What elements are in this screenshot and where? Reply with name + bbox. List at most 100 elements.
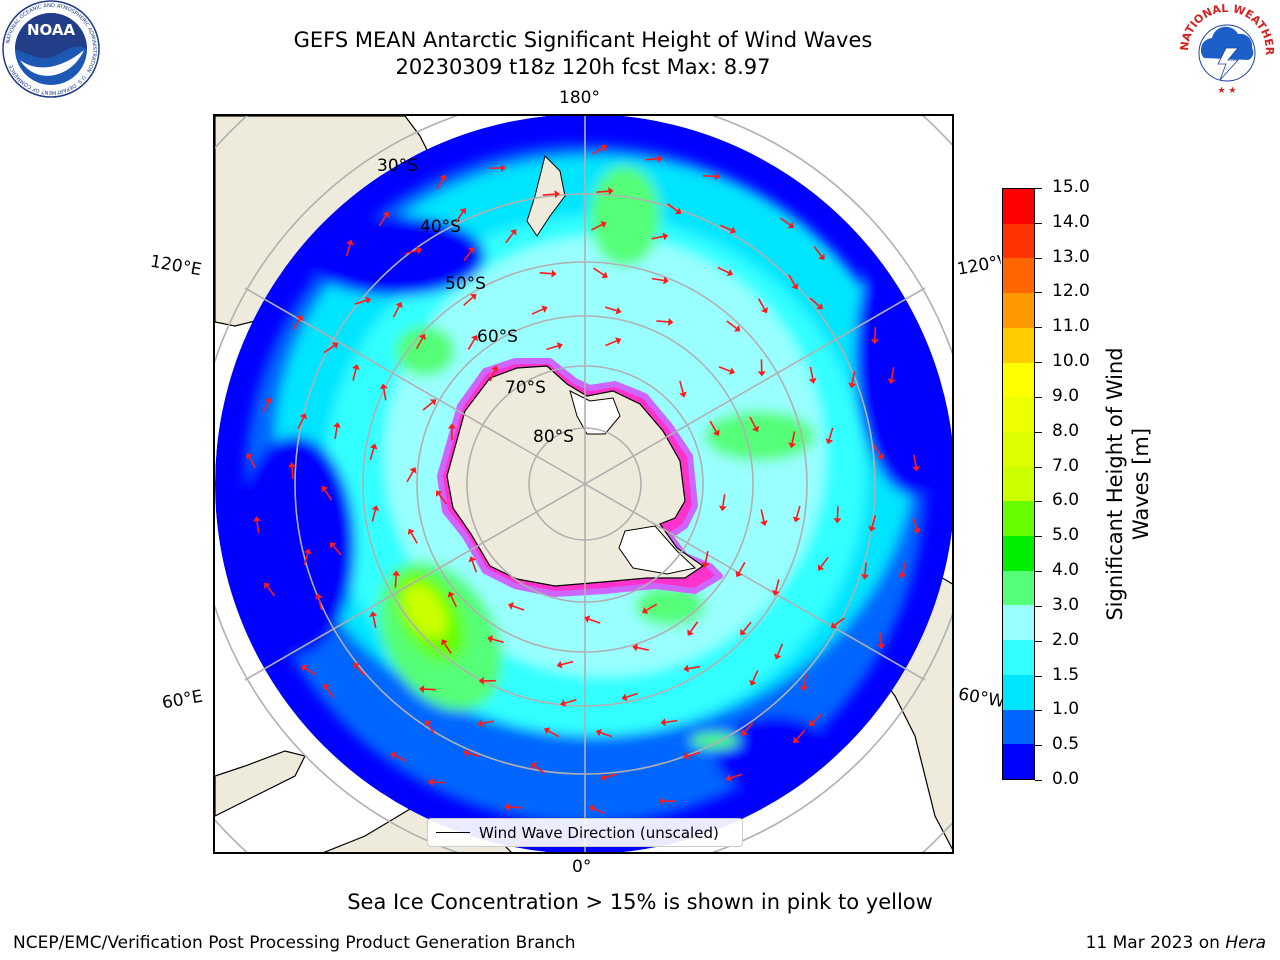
lon-label-60e: 60°E xyxy=(160,686,205,714)
wave-direction-arrow xyxy=(548,730,560,738)
wave-direction-arrowhead xyxy=(441,639,448,646)
wave-direction-arrow xyxy=(651,277,664,282)
wave-direction-arrowhead xyxy=(487,635,494,643)
wave-direction-arrow xyxy=(851,371,856,384)
wave-direction-arrowhead xyxy=(683,664,689,673)
wave-direction-arrowhead xyxy=(683,752,690,760)
colorbar-tick-mark xyxy=(1035,222,1042,224)
wave-direction-arrowhead xyxy=(809,719,816,727)
wave-direction-arrow xyxy=(803,674,808,687)
chart-subtitle: 20230309 t18z 120h fcst Max: 8.97 xyxy=(395,55,771,79)
wave-direction-arrow xyxy=(467,752,480,757)
wave-direction-arrowhead xyxy=(848,382,857,389)
colorbar-segment xyxy=(1003,674,1034,710)
wave-direction-arrowhead xyxy=(718,505,727,512)
lat-label-60s: 60°S xyxy=(477,327,518,347)
wave-direction-arrow xyxy=(356,665,366,677)
wave-direction-arrow xyxy=(423,688,437,691)
wave-direction-arrow xyxy=(345,244,351,257)
wave-direction-arrowhead xyxy=(470,293,477,301)
wave-direction-arrowhead xyxy=(735,570,743,578)
colorbar-segment xyxy=(1003,570,1034,606)
lon-label-0: 0° xyxy=(572,857,592,877)
colorbar-tick-mark xyxy=(1035,640,1042,642)
wave-direction-arrow xyxy=(436,178,444,190)
wave-direction-arrow xyxy=(593,267,605,276)
wave-direction-arrow xyxy=(291,467,294,480)
wave-direction-arrowhead xyxy=(749,679,757,686)
wave-direction-arrowhead xyxy=(615,306,622,315)
wave-direction-arrow xyxy=(879,632,882,645)
wave-direction-arrowhead xyxy=(729,226,737,234)
wave-direction-arrowhead xyxy=(507,602,515,610)
wave-direction-arrow xyxy=(757,298,766,310)
chart-title: GEFS MEAN Antarctic Significant Height o… xyxy=(293,28,873,52)
wave-direction-arrow xyxy=(703,175,716,178)
wave-direction-arrow xyxy=(689,621,699,633)
colorbar-tick-label: 6.0 xyxy=(1052,490,1080,511)
wave-direction-arrow xyxy=(912,517,918,530)
wave-direction-arrowhead xyxy=(365,296,372,305)
wave-direction-arrow xyxy=(636,646,650,651)
wave-direction-arrowhead xyxy=(701,562,710,568)
wave-direction-arrow xyxy=(481,720,495,725)
wave-direction-arrow xyxy=(828,427,834,440)
colorbar-segment xyxy=(1003,640,1034,675)
colorbar-tick-label: 10.0 xyxy=(1052,351,1090,372)
wave-direction-arrowhead xyxy=(712,429,720,436)
wave-direction-arrowhead xyxy=(877,643,886,650)
wave-direction-arrowhead xyxy=(323,683,330,691)
wave-direction-arrow xyxy=(334,426,338,440)
wave-direction-arrowhead xyxy=(588,804,596,813)
wave-direction-arrow xyxy=(730,773,743,779)
wave-direction-arrow xyxy=(709,420,717,432)
colorbar-tick-label: 0.0 xyxy=(1052,769,1080,789)
wave-direction-arrowhead xyxy=(468,556,477,563)
colorbar-tick-mark xyxy=(1035,605,1042,607)
colorbar-tick-label: 1.0 xyxy=(1052,699,1080,720)
wave-direction-arrow xyxy=(378,215,387,227)
wave-direction-arrow xyxy=(873,444,882,456)
lon-label-120w: 120°W xyxy=(955,252,1003,280)
wave-direction-arrowhead xyxy=(741,729,748,736)
wave-direction-arrowhead xyxy=(314,593,323,600)
colorbar-tick-mark xyxy=(1035,710,1042,712)
wave-direction-arrow xyxy=(394,575,397,588)
wave-direction-arrow xyxy=(604,773,617,779)
wave-direction-arrowhead xyxy=(407,528,415,535)
wave-direction-arrowhead xyxy=(833,518,842,524)
colorbar-tick-mark xyxy=(1035,431,1042,433)
wave-direction-arrowhead xyxy=(369,611,378,617)
colorbar-segment xyxy=(1003,501,1034,537)
wave-direction-arrow xyxy=(561,660,574,666)
colorbar-tick-label: 3.0 xyxy=(1052,594,1080,615)
wave-direction-arrowhead xyxy=(418,333,426,341)
wave-direction-arrowhead xyxy=(668,317,674,326)
wave-direction-arrow xyxy=(645,157,658,161)
colorbar-tick-mark xyxy=(1035,396,1042,398)
wave-direction-arrow xyxy=(427,723,436,735)
wave-direction-arrowhead xyxy=(554,190,560,199)
colorbar-tick-mark xyxy=(1035,466,1042,468)
wave-direction-arrow xyxy=(415,337,424,350)
wave-direction-arrowhead xyxy=(595,728,602,737)
wave-direction-arrowhead xyxy=(439,174,447,181)
wave-direction-arrow xyxy=(297,417,305,429)
wave-direction-arrowhead xyxy=(556,660,563,669)
colorbar-tick-label: 4.0 xyxy=(1052,560,1080,581)
wave-direction-arrowhead xyxy=(369,443,378,450)
wave-direction-arrowhead xyxy=(331,342,339,349)
colorbar xyxy=(1002,188,1035,780)
wave-direction-arrowhead xyxy=(792,516,801,523)
colorbar-segment xyxy=(1003,431,1034,467)
wave-direction-arrowhead xyxy=(346,239,354,246)
colorbar-tick-label: 11.0 xyxy=(1052,316,1090,337)
legend-line-swatch xyxy=(436,832,470,833)
colorbar-tick-mark xyxy=(1035,327,1042,329)
colorbar-tick-mark xyxy=(1035,257,1042,259)
wave-direction-arrowhead xyxy=(447,591,455,598)
wave-direction-arrowhead xyxy=(877,453,885,460)
colorbar-label: Significant Height of Wind Waves [m] xyxy=(1103,347,1153,621)
wave-direction-arrowhead xyxy=(728,367,735,375)
wave-direction-arrow xyxy=(394,754,406,762)
